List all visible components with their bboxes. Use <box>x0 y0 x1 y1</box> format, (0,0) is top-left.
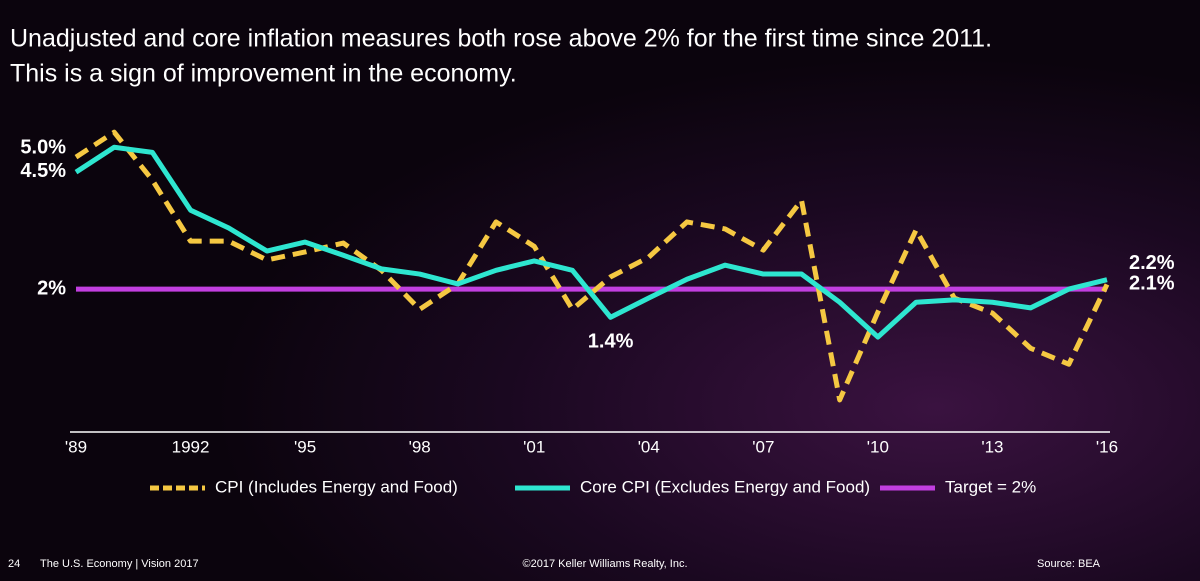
title-line: Unadjusted and core inflation measures b… <box>10 25 992 53</box>
x-tick-label: '07 <box>752 437 774 456</box>
footer-source: Source: BEA <box>1037 558 1101 570</box>
value-label: 1.4% <box>588 331 634 353</box>
x-tick-label: '98 <box>409 437 431 456</box>
footer-publication: The U.S. Economy | Vision 2017 <box>40 558 199 570</box>
series-line <box>74 144 1108 340</box>
value-label: 2.1% <box>1129 273 1175 295</box>
legend-label: Core CPI (Excludes Energy and Food) <box>580 477 870 496</box>
x-tick-label: '01 <box>523 437 545 456</box>
x-tick-label: 1992 <box>172 437 210 456</box>
y-tick-label: 5.0% <box>20 136 66 158</box>
x-tick-label: '10 <box>867 437 889 456</box>
value-label: 2.2% <box>1129 252 1175 274</box>
x-tick-label: '95 <box>294 437 316 456</box>
footer-page: 24 <box>8 558 20 570</box>
x-tick-label: '13 <box>981 437 1003 456</box>
legend-label: Target = 2% <box>945 477 1036 496</box>
y-tick-label: 4.5% <box>20 160 66 182</box>
legend-label: CPI (Includes Energy and Food) <box>215 477 458 496</box>
title-line: This is a sign of improvement in the eco… <box>10 60 517 88</box>
x-tick-label: '04 <box>638 437 660 456</box>
x-tick-label: '16 <box>1096 437 1118 456</box>
x-tick-label: '89 <box>65 437 87 456</box>
footer-copyright: ©2017 Keller Williams Realty, Inc. <box>522 558 687 570</box>
series-line <box>74 129 1110 403</box>
y-tick-label: 2% <box>37 277 66 299</box>
